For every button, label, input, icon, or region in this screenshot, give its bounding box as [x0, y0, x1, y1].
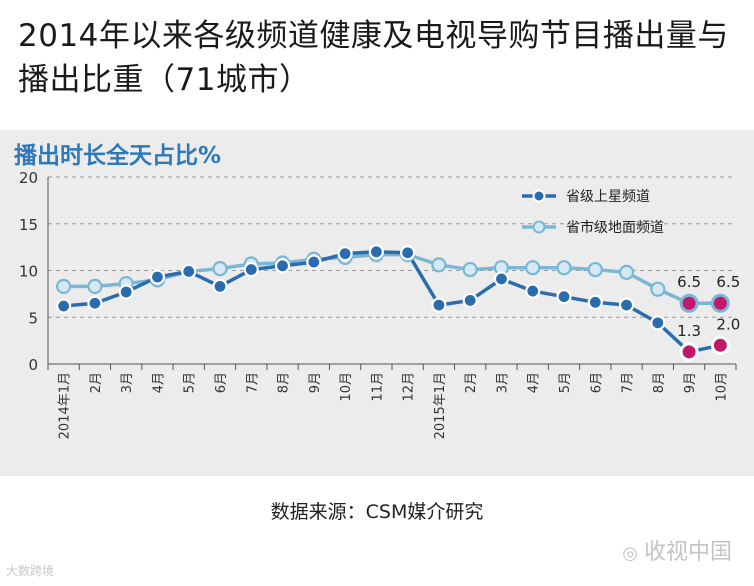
x-tick-label: 3月 — [120, 372, 135, 393]
watermark-right-text: 收视中国 — [643, 540, 732, 565]
y-tick-label: 0 — [28, 356, 38, 374]
series-line-0 — [63, 250, 721, 354]
data-label: 1.3 — [677, 322, 701, 340]
x-tick-label: 6月 — [589, 372, 604, 393]
series-point-0 — [87, 295, 103, 311]
legend-swatch-marker — [532, 220, 546, 234]
line-chart: 0 5 10 15 20 2014年1月 2月 3月 4月 5月 6月 7月 8月 9月 10月 11月 12月… — [19, 169, 740, 439]
x-tick-label: 12月 — [402, 372, 417, 402]
series-point-0 — [493, 271, 510, 287]
x-tick-label: 6月 — [214, 372, 229, 393]
data-label: 6.5 — [677, 273, 701, 291]
series-point-1 — [56, 278, 72, 294]
series-point-1 — [587, 261, 603, 278]
series-point-1 — [462, 261, 478, 278]
series-point-1 — [679, 293, 699, 313]
series-point-0 — [650, 315, 666, 331]
y-tick-label: 15 — [19, 216, 38, 234]
x-tick-label: 11月 — [370, 372, 385, 402]
series-point-0 — [431, 297, 447, 313]
x-tick-label: 8月 — [277, 372, 292, 393]
series-point-0 — [587, 294, 603, 310]
x-tick-label: 4月 — [151, 372, 166, 393]
series-point-0 — [212, 278, 228, 294]
series-point-0 — [679, 342, 699, 362]
x-tick-label: 7月 — [245, 372, 260, 393]
series-point-0 — [556, 289, 572, 305]
legend-label: 省市级地面频道 — [566, 219, 664, 236]
data-label: 2.0 — [716, 315, 740, 333]
series-point-0 — [368, 244, 384, 260]
x-tick-label: 10月 — [714, 372, 729, 402]
data-label: 6.5 — [716, 273, 740, 291]
x-tick-label: 5月 — [558, 372, 573, 393]
series-point-0 — [618, 297, 635, 313]
series-point-0 — [306, 254, 322, 270]
series-point-1 — [650, 281, 666, 297]
x-tick-label: 4月 — [527, 372, 542, 393]
series-point-0 — [337, 246, 353, 262]
x-tick-label: 7月 — [621, 372, 636, 393]
x-tick-label: 2月 — [464, 372, 479, 393]
x-tick-label: 8月 — [652, 372, 667, 393]
series-point-1 — [87, 278, 103, 294]
series-point-1 — [525, 260, 541, 276]
legend-swatch-marker — [532, 189, 546, 203]
legend-label: 省级上星频道 — [566, 189, 650, 205]
y-tick-label: 10 — [19, 263, 38, 281]
series-point-0 — [710, 335, 730, 355]
x-tick-label: 3月 — [495, 372, 510, 393]
x-tick-label: 9月 — [683, 372, 698, 393]
data-source-note: 数据来源：CSM媒介研究 — [270, 501, 484, 523]
watermark-right: ◎ 收视中国 — [622, 534, 732, 566]
series-point-0 — [274, 258, 291, 274]
series-point-1 — [212, 261, 228, 277]
series-point-0 — [462, 292, 478, 309]
series-point-1 — [556, 260, 572, 276]
series-point-0 — [181, 263, 197, 280]
x-tick-label: 2014年1月 — [58, 372, 73, 439]
series-point-0 — [56, 298, 72, 314]
chart-panel: 播出时长全天占比% 0 5 10 15 20 2014年1月 2月 3月 4月 5月 6月 7月 8月 9… — [0, 130, 754, 476]
y-tick-label: 5 — [28, 309, 38, 327]
series-point-0 — [400, 245, 416, 261]
x-tick-label: 10月 — [339, 372, 354, 402]
series-point-1 — [431, 257, 447, 273]
chart-subtitle: 播出时长全天占比% — [14, 143, 222, 169]
x-tick-label: 9月 — [308, 372, 323, 393]
wechat-icon: ◎ — [622, 543, 638, 564]
watermark-left: 大数跨境 — [6, 564, 55, 578]
y-tick-label: 20 — [19, 169, 38, 187]
series-point-0 — [525, 283, 541, 299]
series-point-1 — [618, 264, 635, 280]
series-point-0 — [118, 284, 134, 300]
x-tick-label: 2015年1月 — [433, 372, 448, 439]
series-point-0 — [149, 269, 166, 285]
series-point-1 — [710, 293, 730, 313]
page-title: 2014年以来各级频道健康及电视导购节目播出量与播出比重（71城市） — [18, 18, 729, 98]
series-point-0 — [243, 261, 259, 278]
x-tick-label: 2月 — [89, 372, 104, 393]
x-tick-label: 5月 — [183, 372, 198, 393]
